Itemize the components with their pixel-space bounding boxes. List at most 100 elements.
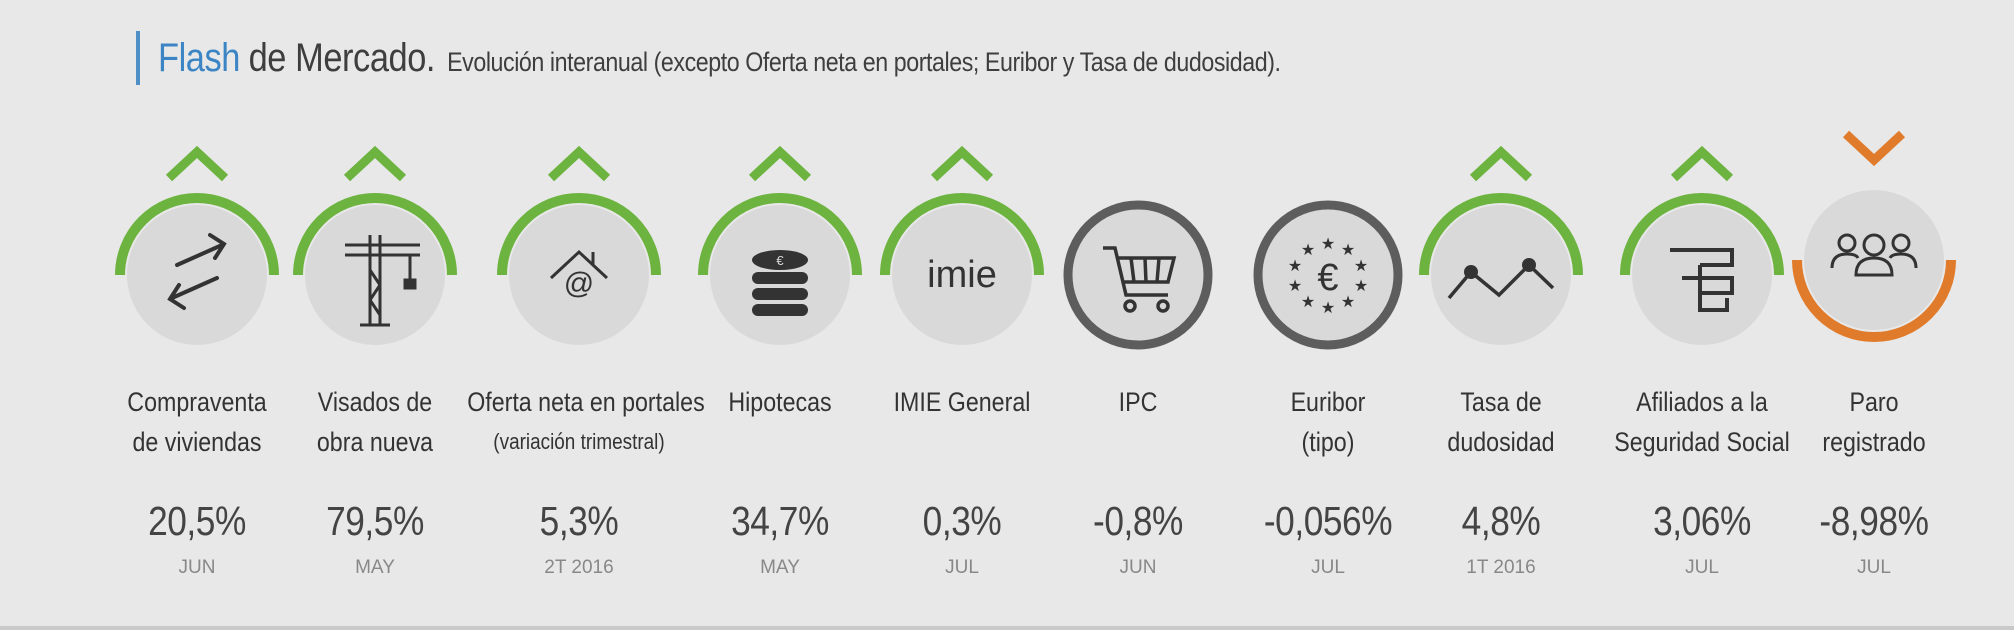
indicator-graphic	[115, 145, 279, 345]
page-title: Flash de Mercado. Evolución interanual (…	[158, 36, 1281, 81]
indicator-circle	[892, 205, 1032, 345]
indicator-period: JUL	[1685, 557, 1719, 578]
crane-icon	[345, 235, 420, 327]
svg-text:★: ★	[1354, 256, 1368, 275]
svg-text:★: ★	[1341, 240, 1355, 259]
indicator-afiliados: Afiliados a la Seguridad Social 3,06% JUL	[1612, 0, 1792, 630]
indicator-label: Visados de obra nueva	[316, 387, 434, 457]
svg-text:@: @	[564, 267, 594, 300]
trend-arc	[1620, 193, 1784, 276]
indicator-period: JUN	[1119, 557, 1157, 578]
svg-text:€: €	[1317, 257, 1338, 299]
indicator-value: 0,3%	[922, 498, 1002, 544]
trend-arc	[1792, 259, 1956, 342]
indicator-period: JUL	[1857, 557, 1891, 578]
trend-arc	[497, 193, 661, 276]
indicator-period: JUL	[1311, 557, 1345, 578]
trend-arc	[115, 193, 279, 276]
indicator-graphic: €	[698, 145, 862, 345]
indicator-label: Hipotecas	[728, 387, 832, 417]
page-header: Flash de Mercado. Evolución interanual (…	[136, 28, 1463, 88]
page-subtitle: Evolución interanual (excepto Oferta net…	[447, 46, 1281, 77]
svg-text:★: ★	[1288, 276, 1302, 295]
indicator-value: 20,5%	[148, 498, 246, 544]
indicator-period: JUN	[178, 557, 216, 578]
indicator-circle	[1804, 190, 1944, 330]
svg-text:€: €	[776, 253, 784, 268]
indicator-label: Tasa de dudosidad	[1447, 387, 1555, 457]
indicator-period: MAY	[355, 557, 395, 578]
indicator-visados: Visados de obra nueva 79,5% MAY	[285, 0, 465, 630]
indicator-dudosidad: Tasa de dudosidad 4,8% 1T 2016	[1411, 0, 1591, 630]
indicator-label: IPC	[1118, 387, 1158, 417]
trend-arc	[880, 193, 1044, 276]
trend-up-arrow	[930, 145, 994, 182]
trend-up-arrow	[748, 145, 812, 182]
trend-arc	[293, 193, 457, 276]
trend-down-arrow	[1842, 130, 1906, 167]
euro-stars-icon: ★ ★★ ★★★ ★★★★ €	[1288, 234, 1368, 317]
line-zigzag-icon	[1447, 258, 1555, 300]
indicator-label: Afiliados a la Seguridad Social	[1614, 387, 1790, 457]
trend-up-arrow	[343, 145, 407, 182]
trend-up-arrow	[165, 145, 229, 182]
indicator-hipotecas: € Hipotecas 34,7% MAY	[690, 0, 870, 630]
indicator-graphic	[1419, 145, 1583, 345]
trend-arc	[1419, 193, 1583, 276]
indicator-circle	[1431, 205, 1571, 345]
indicator-imie: imie IMIE General 0,3% JUL	[872, 0, 1052, 630]
indicator-graphic: imie	[880, 145, 1044, 345]
indicator-period: MAY	[760, 557, 800, 578]
indicator-value: -0,056%	[1263, 498, 1393, 544]
title-flash: Flash	[158, 35, 240, 80]
indicator-circle	[127, 205, 267, 345]
indicator-period: 2T 2016	[544, 557, 614, 578]
trend-up-arrow	[547, 145, 611, 182]
indicator-label: IMIE General	[893, 387, 1031, 417]
indicator-graphic	[1620, 145, 1784, 345]
trend-up-arrow	[1469, 145, 1533, 182]
indicator-circle	[1063, 200, 1213, 350]
house-at-icon: @	[549, 249, 609, 300]
people-group-icon	[1830, 233, 1918, 277]
indicator-value: 3,06%	[1653, 498, 1751, 544]
trend-arc	[698, 193, 862, 276]
svg-text:★: ★	[1321, 298, 1335, 317]
social-security-icon	[1670, 248, 1734, 312]
indicator-circle	[1253, 200, 1403, 350]
indicator-graphic	[1063, 200, 1213, 350]
indicator-euribor: ★ ★ ★ ★ ★ ★ ★ ★ ★ ★ € Euribor (tipo) -0,056% JUL	[1238, 0, 1418, 630]
coins-stack-icon: €	[752, 250, 808, 316]
indicator-period: 1T 2016	[1466, 557, 1536, 578]
indicator-label: Paro registrado	[1822, 387, 1926, 457]
indicator-value: 4,8%	[1461, 498, 1541, 544]
svg-text:★: ★	[1288, 256, 1302, 275]
title-mercado: de Mercado.	[248, 35, 436, 80]
indicator-graphic	[1792, 130, 1956, 342]
exchange-arrows-icon	[167, 233, 227, 310]
indicator-value: 34,7%	[731, 498, 829, 544]
svg-text:★: ★	[1301, 292, 1315, 311]
bottom-divider	[0, 626, 2014, 630]
indicator-label: Compraventa de viviendas	[127, 387, 267, 457]
header-accent-bar	[136, 31, 140, 85]
shopping-cart-icon	[1103, 246, 1177, 313]
indicator-value: 5,3%	[539, 498, 619, 544]
trend-up-arrow	[1670, 145, 1734, 182]
indicator-period: JUL	[945, 557, 979, 578]
indicator-paro: Paro registrado -8,98% JUL	[1784, 0, 1964, 630]
imie-logo-icon: imie	[927, 254, 997, 296]
indicator-oferta: @ Oferta neta en portales (variación trim…	[467, 0, 705, 630]
indicator-value: -0,8%	[1093, 498, 1183, 544]
indicator-label: Oferta neta en portales (variación trimes…	[467, 387, 705, 454]
indicator-graphic: @	[497, 145, 661, 345]
svg-text:★: ★	[1301, 240, 1315, 259]
svg-text:★: ★	[1354, 276, 1368, 295]
svg-text:★: ★	[1321, 234, 1335, 253]
svg-text:★: ★	[1341, 292, 1355, 311]
indicator-graphic: ★ ★★ ★★★ ★★★★ €	[1253, 200, 1403, 350]
indicator-circle	[509, 205, 649, 345]
indicator-value: 79,5%	[326, 498, 424, 544]
indicator-compraventa: Compraventa de viviendas 20,5% JUN	[107, 0, 287, 630]
indicator-value: -8,98%	[1819, 498, 1929, 544]
